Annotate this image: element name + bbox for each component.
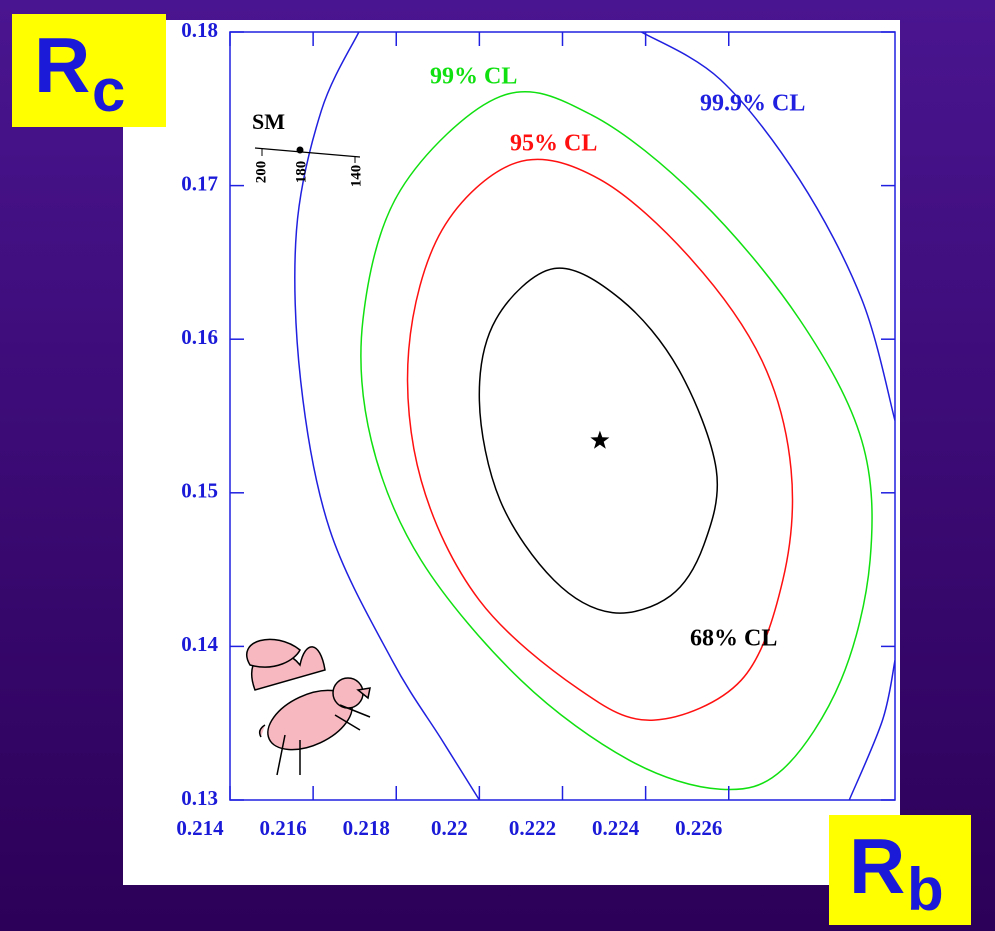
sm-dot	[297, 147, 304, 154]
y-tick-label: 0.16	[181, 325, 218, 349]
sm-mass-label: 140	[348, 165, 364, 188]
contour-label: 99.9% CL	[700, 91, 805, 117]
x-tick-label: 0.22	[431, 816, 468, 840]
sm-mass-label: 180	[293, 161, 309, 184]
y-tick-label: 0.15	[181, 479, 218, 503]
y-axis-label-main: R	[34, 20, 90, 111]
y-tick-label: 0.18	[181, 18, 218, 42]
sm-mass-label: 200	[253, 161, 269, 184]
x-axis-label-main: R	[849, 821, 905, 912]
y-tick-label: 0.14	[181, 632, 218, 656]
y-tick-label: 0.13	[181, 786, 218, 810]
x-tick-label: 0.224	[592, 816, 640, 840]
contour-label: 95% CL	[510, 131, 597, 157]
x-tick-label: 0.214	[176, 816, 224, 840]
x-tick-label: 0.218	[343, 816, 390, 840]
slide: SM 200 180 140 0.13 0.14 0.15 0.16 0.17 0.18 0…	[0, 0, 995, 931]
contour-label: 99% CL	[430, 64, 517, 90]
y-axis-label-sub: c	[92, 56, 125, 125]
chart: SM 200 180 140 0.13 0.14 0.15 0.16 0.17 0.18 0…	[0, 0, 995, 931]
contour-label: 68% CL	[690, 626, 777, 652]
x-tick-label: 0.226	[675, 816, 722, 840]
x-axis-label-sub: b	[907, 855, 944, 924]
y-axis-label: R c	[12, 14, 166, 127]
x-tick-label: 0.222	[509, 816, 556, 840]
sm-label: SM	[252, 109, 285, 134]
x-tick-label: 0.216	[260, 816, 307, 840]
y-tick-label: 0.17	[181, 171, 218, 195]
x-axis-label: R b	[829, 815, 971, 925]
